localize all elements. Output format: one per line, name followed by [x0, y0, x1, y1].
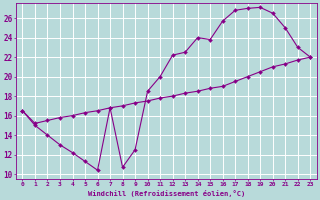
X-axis label: Windchill (Refroidissement éolien,°C): Windchill (Refroidissement éolien,°C) [88, 190, 245, 197]
